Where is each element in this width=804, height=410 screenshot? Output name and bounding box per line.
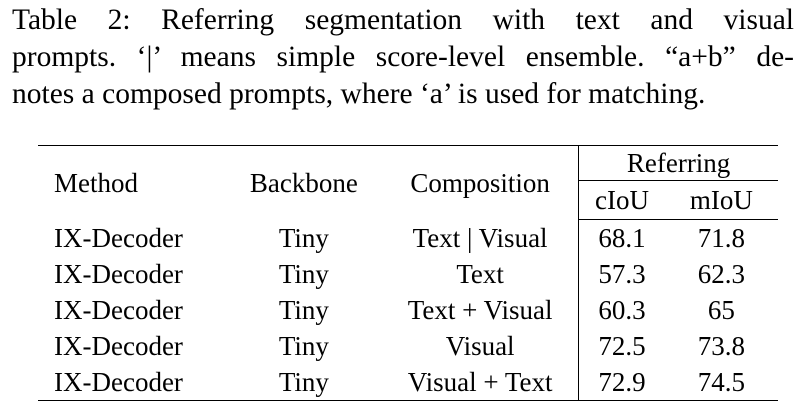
cell-method: IX-Decoder [54, 295, 183, 325]
table-row: IX-Decoder Tiny Text 57.3 62.3 [38, 256, 778, 292]
cell-backbone: Tiny [278, 222, 329, 253]
cell-backbone: Tiny [278, 259, 329, 289]
cell-miou: 65 [707, 295, 735, 325]
cell-backbone: Tiny [278, 331, 329, 361]
table-row: IX-Decoder Tiny Visual + Text 72.9 74.5 [38, 364, 778, 401]
cell-composition: Visual [445, 331, 515, 361]
header-composition: Composition [382, 145, 579, 220]
table-body: IX-Decoder Tiny Text | Visual 68.1 71.8 IX-De… [38, 219, 778, 401]
cell-backbone: Tiny [225, 364, 383, 401]
caption-line: notes a composed prompts, where ‘a’ is u… [12, 78, 706, 110]
cell-ciou: 68.1 [578, 219, 665, 256]
table-row: IX-Decoder Tiny Text | Visual 68.1 71.8 [38, 219, 778, 256]
cell-backbone: Tiny [278, 295, 329, 325]
cell-method: IX-Decoder [38, 364, 226, 401]
cell-miou: 74.5 [664, 364, 778, 401]
cell-composition: Text + Visual [407, 295, 553, 325]
cell-ciou: 72.9 [578, 364, 665, 401]
table-caption: Table 2: Referring segmentation with tex… [12, 2, 794, 113]
cell-method: IX-Decoder [54, 331, 183, 361]
cell-miou: 73.8 [697, 331, 745, 361]
cell-miou: 71.8 [697, 223, 745, 253]
cell-miou: 62.3 [697, 259, 745, 289]
cell-method: IX-Decoder [54, 222, 183, 253]
table-row: IX-Decoder Tiny Text + Visual 60.3 65 [38, 292, 778, 328]
header-ciou: cIoU [578, 180, 665, 220]
header-backbone: Backbone [225, 145, 383, 220]
cell-method: IX-Decoder [54, 259, 183, 289]
caption-line: Table 2: Referring segmentation with tex… [12, 4, 794, 36]
results-table: Method Backbone Composition Referring cI… [38, 145, 778, 401]
cell-composition: Visual + Text [382, 364, 579, 401]
header-miou: mIoU [664, 180, 778, 220]
caption-line: prompts. ‘|’ means simple score-level en… [12, 41, 794, 73]
table-row: IX-Decoder Tiny Visual 72.5 73.8 [38, 328, 778, 364]
cell-composition: Text [456, 259, 504, 289]
cell-ciou: 60.3 [578, 292, 665, 328]
header-group-referring: Referring [578, 145, 778, 181]
header-method: Method [38, 145, 226, 220]
cell-ciou: 72.5 [578, 328, 665, 364]
cell-composition: Text | Visual [412, 222, 548, 253]
cell-ciou: 57.3 [578, 256, 665, 292]
